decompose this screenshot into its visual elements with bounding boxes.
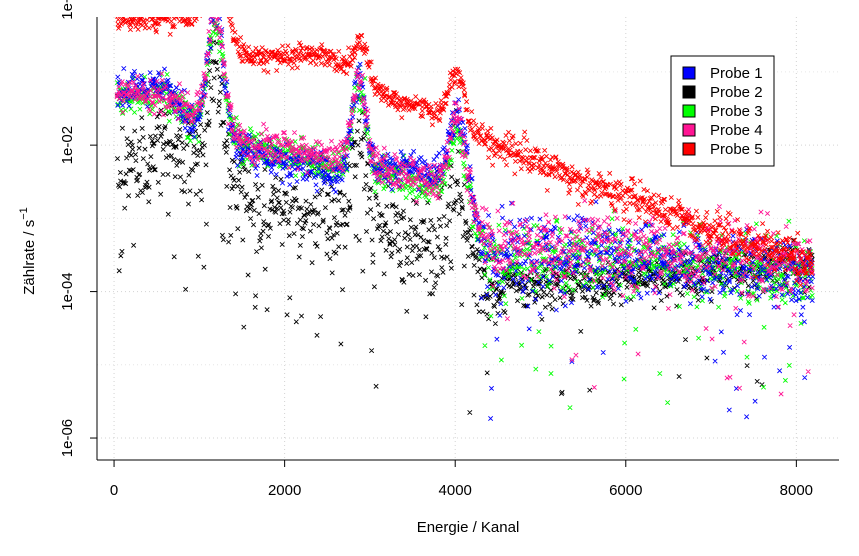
x-tick-label-1: 2000 xyxy=(268,482,301,499)
legend-swatch-4 xyxy=(682,123,696,137)
y-axis-title-exponent: −1 xyxy=(18,207,30,220)
legend-label-3: Probe 3 xyxy=(710,103,763,120)
legend-swatch-3 xyxy=(682,104,696,118)
series-markers-4 xyxy=(114,17,815,397)
legend-label-5: Probe 5 xyxy=(710,141,763,158)
legend-label-1: Probe 1 xyxy=(710,65,763,82)
x-axis-ticks: 0 2000 4000 6000 8000 xyxy=(110,460,813,499)
legend-swatch-5 xyxy=(682,142,696,156)
legend-label-4: Probe 4 xyxy=(710,122,763,139)
legend-swatch-2 xyxy=(682,85,696,99)
x-tick-label-3: 6000 xyxy=(609,482,642,499)
x-axis-title: Energie / Kanal xyxy=(417,519,520,536)
data-points xyxy=(114,17,816,422)
legend-label-2: Probe 2 xyxy=(710,84,763,101)
x-tick-label-0: 0 xyxy=(110,482,118,499)
series-probe-5 xyxy=(115,17,815,288)
legend-swatch-1 xyxy=(682,66,696,80)
y-axis-title: Zählrate / s−1 xyxy=(18,207,38,295)
axes xyxy=(96,17,839,461)
legend: Probe 1 Probe 2 Probe 3 Probe 4 Probe 5 xyxy=(670,55,775,167)
y-tick-label-1: 1e-04 xyxy=(59,272,76,310)
x-tick-label-2: 4000 xyxy=(439,482,472,499)
x-tick-label-4: 8000 xyxy=(780,482,813,499)
series-probe-4 xyxy=(114,17,815,397)
y-tick-label-0: 1e-06 xyxy=(59,419,76,457)
y-tick-label-3: 1e+00 xyxy=(59,0,76,20)
y-axis-ticks: 1e-06 1e-04 1e-02 1e+00 xyxy=(59,0,97,457)
y-tick-label-2: 1e-02 xyxy=(59,126,76,164)
series-markers-5 xyxy=(115,17,815,288)
